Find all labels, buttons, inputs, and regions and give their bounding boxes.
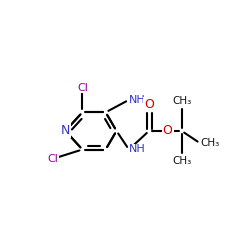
Text: CH₃: CH₃: [172, 96, 191, 106]
Text: NH: NH: [129, 144, 146, 154]
Text: N: N: [61, 124, 70, 138]
Text: NH₂: NH₂: [129, 95, 150, 105]
Text: CH₃: CH₃: [172, 156, 191, 166]
Text: CH₃: CH₃: [200, 138, 220, 148]
Text: Cl: Cl: [48, 154, 58, 164]
Text: Cl: Cl: [77, 82, 88, 92]
Text: O: O: [144, 98, 154, 111]
Text: O: O: [163, 124, 172, 138]
